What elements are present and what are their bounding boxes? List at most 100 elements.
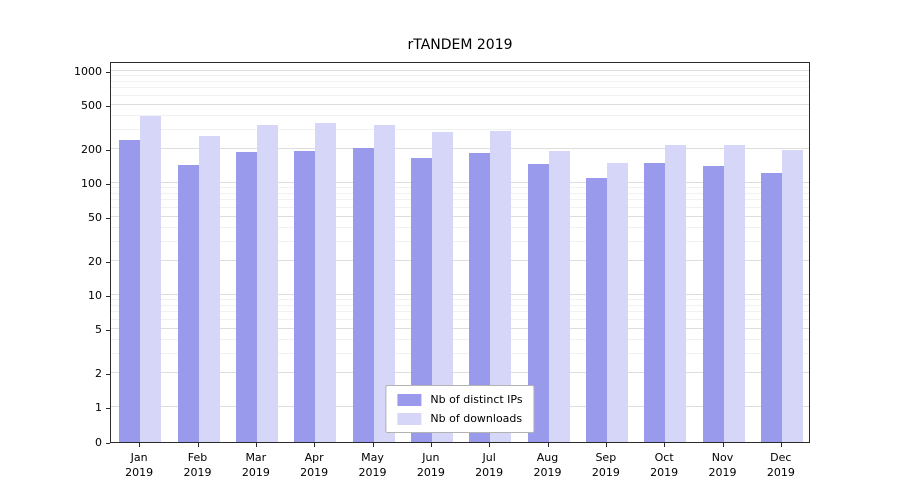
y-tick-label-20: 20 bbox=[88, 255, 102, 269]
x-tick-mark-aug bbox=[547, 443, 549, 447]
legend-label-nb-of-downloads: Nb of downloads bbox=[430, 412, 523, 425]
bar-nb-of-downloads-oct bbox=[665, 145, 687, 442]
x-tick-label-oct: Oct 2019 bbox=[639, 450, 689, 480]
x-tick-month: Dec bbox=[770, 451, 792, 464]
x-tick-month: Jul bbox=[482, 451, 496, 464]
legend-item-nb-of-distinct-ips: Nb of distinct IPs bbox=[397, 393, 523, 406]
y-tick-label-50: 50 bbox=[88, 210, 102, 224]
x-tick-year: 2019 bbox=[766, 466, 795, 479]
gridline-80 bbox=[111, 192, 809, 194]
x-tick-mark-feb bbox=[197, 443, 199, 447]
x-tick-year: 2019 bbox=[358, 466, 387, 479]
x-tick-label-sep: Sep 2019 bbox=[581, 450, 631, 480]
y-tick-mark-50 bbox=[106, 217, 110, 219]
bar-nb-of-distinct-ips-jun bbox=[410, 157, 432, 442]
y-tick-label-10: 10 bbox=[88, 289, 102, 302]
chart-title: rTANDEM 2019 bbox=[407, 37, 513, 53]
gridline-70 bbox=[111, 199, 809, 201]
x-tick-month: Mar bbox=[245, 451, 267, 464]
bar-nb-of-distinct-ips-may bbox=[352, 148, 374, 442]
x-tick-label-jul: Jul 2019 bbox=[464, 450, 514, 480]
bar-nb-of-downloads-nov bbox=[723, 145, 745, 442]
bar-nb-of-downloads-dec bbox=[781, 149, 803, 442]
y-tick-mark-0 bbox=[106, 443, 110, 444]
y-tick-label-0: 0 bbox=[95, 436, 102, 449]
bar-nb-of-distinct-ips-apr bbox=[294, 150, 316, 442]
x-tick-month: May bbox=[361, 451, 384, 464]
x-tick-year: 2019 bbox=[475, 466, 504, 479]
x-tick-year: 2019 bbox=[241, 466, 270, 479]
y-tick-label-2: 2 bbox=[95, 367, 102, 381]
x-tick-year: 2019 bbox=[183, 466, 212, 479]
bar-nb-of-distinct-ips-oct bbox=[644, 162, 666, 442]
x-tick-label-jan: Jan 2019 bbox=[114, 450, 164, 480]
legend-item-nb-of-downloads: Nb of downloads bbox=[397, 412, 522, 425]
legend-swatch-nb-of-downloads bbox=[397, 412, 422, 425]
y-tick-label-200: 200 bbox=[81, 143, 102, 157]
y-tick-mark-10 bbox=[106, 296, 110, 297]
y-tick-label-1: 1 bbox=[95, 401, 102, 414]
gridline-100 bbox=[111, 182, 809, 183]
x-tick-mark-may bbox=[372, 443, 374, 447]
gridline-1000 bbox=[111, 70, 809, 71]
x-tick-month: Oct bbox=[654, 451, 674, 464]
gridline-40 bbox=[111, 226, 809, 228]
plot-area: Nb of distinct IPs Nb of downloads bbox=[110, 62, 810, 443]
y-tick-mark-1 bbox=[106, 408, 110, 409]
x-tick-year: 2019 bbox=[300, 466, 329, 479]
bar-nb-of-downloads-aug bbox=[548, 150, 570, 442]
x-tick-label-feb: Feb 2019 bbox=[173, 450, 223, 480]
gridline-20 bbox=[111, 260, 809, 262]
bar-nb-of-distinct-ips-nov bbox=[702, 165, 724, 442]
gridline-6 bbox=[111, 318, 809, 320]
x-tick-label-apr: Apr 2019 bbox=[289, 450, 339, 480]
x-tick-mark-sep bbox=[605, 443, 607, 447]
x-tick-year: 2019 bbox=[708, 466, 737, 479]
bar-nb-of-downloads-jan bbox=[140, 115, 162, 442]
x-tick-year: 2019 bbox=[125, 466, 154, 479]
gridline-60 bbox=[111, 206, 809, 208]
bar-nb-of-downloads-feb bbox=[198, 135, 220, 442]
bar-nb-of-distinct-ips-dec bbox=[760, 173, 782, 442]
gridline-5 bbox=[111, 327, 809, 329]
y-tick-label-5: 5 bbox=[95, 322, 102, 336]
y-tick-mark-200 bbox=[106, 150, 110, 152]
x-tick-month: Apr bbox=[304, 451, 324, 464]
bar-nb-of-distinct-ips-mar bbox=[235, 151, 257, 442]
bar-nb-of-distinct-ips-jan bbox=[119, 140, 141, 442]
gridline-4 bbox=[111, 338, 809, 340]
x-tick-label-nov: Nov 2019 bbox=[698, 450, 748, 480]
bar-nb-of-downloads-mar bbox=[256, 124, 278, 442]
legend: Nb of distinct IPs Nb of downloads bbox=[385, 385, 535, 433]
x-tick-mark-nov bbox=[722, 443, 724, 447]
x-tick-label-dec: Dec 2019 bbox=[756, 450, 806, 480]
legend-swatch-nb-of-distinct-ips bbox=[397, 393, 422, 406]
x-tick-year: 2019 bbox=[533, 466, 562, 479]
gridline-800 bbox=[111, 80, 809, 82]
bar-nb-of-downloads-may bbox=[373, 124, 395, 442]
x-tick-mark-apr bbox=[314, 443, 316, 447]
bar-nb-of-distinct-ips-jul bbox=[469, 153, 491, 442]
y-tick-label-100: 100 bbox=[81, 177, 102, 190]
bar-nb-of-downloads-jul bbox=[490, 131, 512, 442]
bar-nb-of-distinct-ips-feb bbox=[177, 164, 199, 442]
bar-nb-of-downloads-sep bbox=[606, 162, 628, 442]
x-tick-mark-oct bbox=[664, 443, 666, 447]
x-tick-month: Jun bbox=[422, 451, 440, 464]
gridline-7 bbox=[111, 311, 809, 313]
y-tick-mark-5 bbox=[106, 329, 110, 331]
x-tick-month: Sep bbox=[595, 451, 617, 464]
y-tick-mark-20 bbox=[106, 262, 110, 264]
x-tick-month: Feb bbox=[187, 451, 208, 464]
gridline-500 bbox=[111, 103, 809, 105]
x-tick-year: 2019 bbox=[650, 466, 679, 479]
gridline-8 bbox=[111, 304, 809, 306]
x-tick-mark-jan bbox=[139, 443, 141, 447]
y-tick-mark-100 bbox=[106, 184, 110, 185]
gridline-300 bbox=[111, 128, 809, 130]
x-tick-label-mar: Mar 2019 bbox=[231, 450, 281, 480]
bar-nb-of-distinct-ips-sep bbox=[585, 178, 607, 442]
gridline-50 bbox=[111, 215, 809, 217]
x-tick-label-aug: Aug 2019 bbox=[523, 450, 573, 480]
